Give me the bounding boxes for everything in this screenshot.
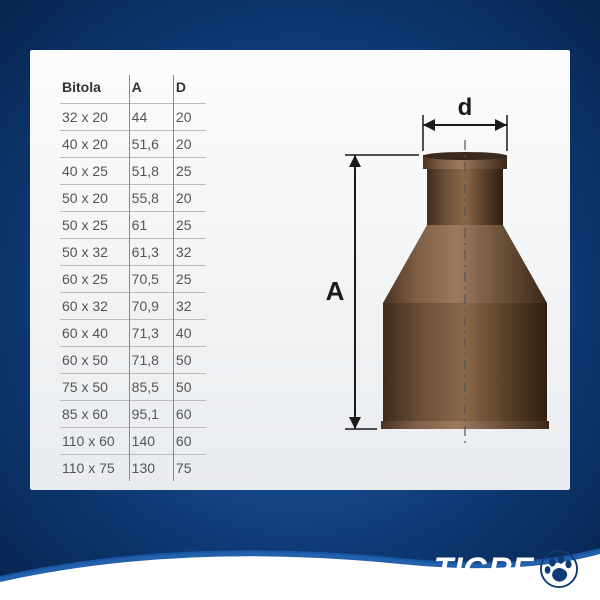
fitting-diagram: d A	[305, 75, 550, 470]
table-row: 60 x 5071,850	[60, 347, 206, 374]
table-cell: 60 x 25	[60, 266, 129, 293]
table-cell: 60 x 40	[60, 320, 129, 347]
table-cell: 85,5	[129, 374, 173, 401]
spec-table-wrap: Bitola A D 32 x 20442040 x 2051,62040 x …	[60, 75, 305, 470]
table-row: 110 x 7513075	[60, 455, 206, 482]
table-row: 75 x 5085,550	[60, 374, 206, 401]
table-row: 50 x 256125	[60, 212, 206, 239]
table-cell: 71,8	[129, 347, 173, 374]
table-cell: 20	[173, 104, 205, 131]
table-cell: 40	[173, 320, 205, 347]
footer: TIGRE	[0, 530, 600, 600]
table-cell: 110 x 60	[60, 428, 129, 455]
label-a: A	[326, 276, 345, 306]
table-cell: 140	[129, 428, 173, 455]
page-container: Bitola A D 32 x 20442040 x 2051,62040 x …	[0, 0, 600, 600]
table-cell: 71,3	[129, 320, 173, 347]
table-row: 32 x 204420	[60, 104, 206, 131]
table-row: 60 x 4071,340	[60, 320, 206, 347]
table-row: 40 x 2051,620	[60, 131, 206, 158]
table-cell: 75	[173, 455, 205, 482]
content-panel: Bitola A D 32 x 20442040 x 2051,62040 x …	[30, 50, 570, 490]
table-cell: 50 x 20	[60, 185, 129, 212]
table-cell: 50	[173, 374, 205, 401]
col-d: D	[173, 75, 205, 104]
table-cell: 60	[173, 401, 205, 428]
table-row: 85 x 6095,160	[60, 401, 206, 428]
table-cell: 32	[173, 239, 205, 266]
table-cell: 75 x 50	[60, 374, 129, 401]
table-row: 50 x 3261,332	[60, 239, 206, 266]
table-cell: 50 x 25	[60, 212, 129, 239]
table-row: 60 x 3270,932	[60, 293, 206, 320]
table-header-row: Bitola A D	[60, 75, 206, 104]
table-cell: 130	[129, 455, 173, 482]
table-cell: 44	[129, 104, 173, 131]
table-cell: 25	[173, 158, 205, 185]
table-cell: 61,3	[129, 239, 173, 266]
table-cell: 40 x 20	[60, 131, 129, 158]
table-cell: 25	[173, 266, 205, 293]
table-cell: 50 x 32	[60, 239, 129, 266]
table-cell: 70,5	[129, 266, 173, 293]
table-cell: 32 x 20	[60, 104, 129, 131]
table-cell: 60 x 50	[60, 347, 129, 374]
table-row: 60 x 2570,525	[60, 266, 206, 293]
table-cell: 25	[173, 212, 205, 239]
table-cell: 70,9	[129, 293, 173, 320]
table-cell: 55,8	[129, 185, 173, 212]
table-row: 40 x 2551,825	[60, 158, 206, 185]
table-cell: 61	[129, 212, 173, 239]
table-cell: 85 x 60	[60, 401, 129, 428]
brand-text: TIGRE	[434, 551, 534, 588]
table-cell: 60 x 32	[60, 293, 129, 320]
col-a: A	[129, 75, 173, 104]
table-cell: 60	[173, 428, 205, 455]
spec-table: Bitola A D 32 x 20442040 x 2051,62040 x …	[60, 75, 206, 481]
label-d: d	[458, 94, 473, 121]
table-cell: 40 x 25	[60, 158, 129, 185]
col-bitola: Bitola	[60, 75, 129, 104]
table-cell: 51,8	[129, 158, 173, 185]
table-cell: 20	[173, 131, 205, 158]
brand: TIGRE	[434, 550, 578, 588]
table-cell: 32	[173, 293, 205, 320]
table-row: 110 x 6014060	[60, 428, 206, 455]
table-row: 50 x 2055,820	[60, 185, 206, 212]
diagram-svg: d A	[315, 85, 575, 475]
table-cell: 20	[173, 185, 205, 212]
table-cell: 95,1	[129, 401, 173, 428]
paw-icon	[540, 550, 578, 588]
table-cell: 51,6	[129, 131, 173, 158]
table-cell: 110 x 75	[60, 455, 129, 482]
table-cell: 50	[173, 347, 205, 374]
